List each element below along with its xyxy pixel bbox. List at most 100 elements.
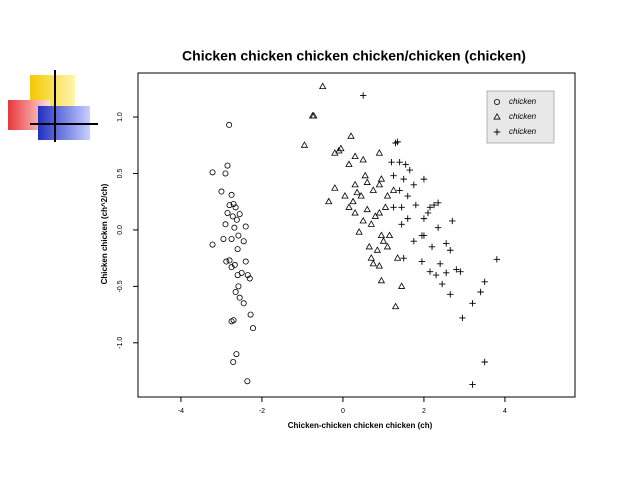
point	[233, 351, 240, 358]
point	[426, 268, 434, 275]
point	[400, 254, 407, 262]
point	[361, 171, 369, 179]
point	[230, 200, 237, 207]
point	[359, 92, 367, 99]
point	[406, 166, 413, 174]
point	[420, 175, 428, 183]
point	[383, 242, 392, 250]
point	[247, 311, 254, 318]
y-tick-label: 0.5	[117, 169, 124, 179]
legend: chicken chicken chicken	[486, 90, 555, 144]
point	[359, 216, 367, 224]
point	[420, 232, 428, 239]
point	[396, 158, 403, 166]
point	[449, 217, 456, 225]
plot-frame	[137, 72, 576, 398]
point	[240, 238, 247, 245]
point	[379, 237, 388, 244]
point	[373, 246, 382, 253]
point	[404, 192, 411, 200]
point	[244, 272, 251, 279]
point	[231, 261, 238, 268]
point	[396, 187, 403, 194]
point	[222, 221, 229, 228]
point	[477, 288, 484, 296]
point	[375, 262, 384, 269]
y-tick-label: 1.0	[117, 112, 124, 122]
point	[432, 271, 440, 279]
point	[443, 240, 450, 247]
point	[209, 241, 216, 248]
point	[430, 201, 438, 209]
point	[443, 269, 450, 277]
point	[388, 158, 395, 166]
point	[420, 215, 428, 222]
point	[359, 155, 367, 163]
point	[331, 149, 339, 156]
point	[377, 175, 386, 182]
point	[228, 235, 235, 242]
point	[369, 259, 377, 267]
point	[469, 381, 476, 388]
x-tick-label: 2	[422, 408, 426, 415]
y-tick-label: -0.5	[117, 280, 124, 292]
point	[404, 215, 411, 222]
point	[418, 258, 426, 265]
point	[428, 243, 436, 251]
point	[250, 325, 257, 332]
point	[325, 197, 333, 205]
point	[400, 175, 407, 183]
point	[426, 204, 434, 211]
point	[481, 358, 488, 366]
point	[447, 291, 454, 298]
point	[242, 223, 249, 230]
point	[232, 204, 239, 211]
point	[390, 204, 397, 211]
point	[233, 216, 240, 223]
point	[434, 199, 442, 207]
plot-area	[209, 82, 501, 388]
logo	[8, 70, 98, 142]
point	[242, 258, 249, 265]
legend-marker	[493, 112, 501, 120]
point	[244, 378, 251, 385]
point	[228, 191, 235, 198]
point	[412, 201, 420, 209]
point	[235, 232, 242, 239]
point	[410, 181, 418, 188]
point	[367, 254, 375, 261]
legend-label: chicken	[509, 112, 537, 121]
point	[345, 160, 353, 167]
point	[424, 209, 432, 217]
point	[345, 203, 353, 210]
x-tick-label: 4	[503, 408, 507, 415]
point	[375, 208, 384, 216]
point	[383, 192, 392, 199]
point	[220, 235, 227, 242]
point	[389, 186, 398, 193]
point	[337, 144, 345, 152]
point	[434, 224, 442, 231]
point	[224, 209, 231, 216]
point	[363, 178, 371, 185]
point	[222, 170, 229, 177]
point	[369, 186, 377, 193]
point	[310, 111, 318, 119]
point	[453, 266, 460, 273]
point	[436, 260, 444, 267]
chart-title: Chicken chicken chicken chicken/chicken …	[182, 48, 526, 64]
point	[469, 300, 476, 307]
point	[438, 280, 446, 288]
legend-label: chicken	[509, 97, 537, 106]
point	[246, 275, 253, 282]
point	[230, 359, 237, 366]
y-tick-label: 0.0	[117, 225, 124, 235]
point	[398, 221, 405, 228]
point	[481, 278, 488, 286]
point	[349, 197, 357, 205]
point	[357, 192, 365, 199]
point	[355, 228, 363, 235]
point	[394, 138, 401, 146]
